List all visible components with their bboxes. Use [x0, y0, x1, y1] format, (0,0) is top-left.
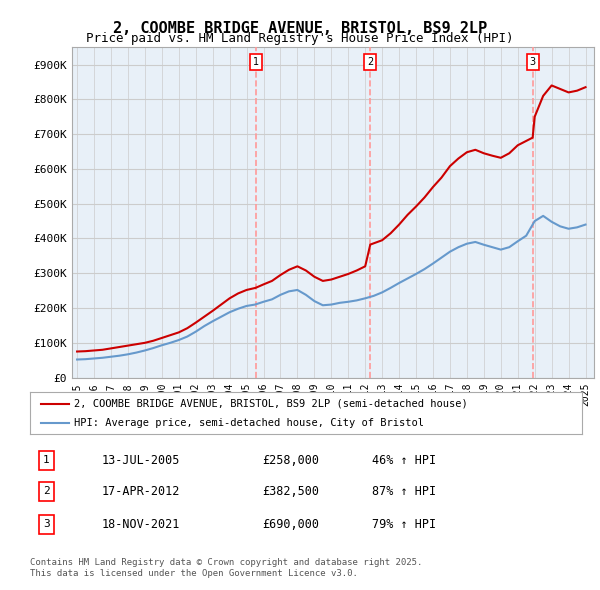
Text: 3: 3: [530, 57, 536, 67]
Text: 79% ↑ HPI: 79% ↑ HPI: [372, 517, 436, 531]
Text: 2: 2: [43, 486, 50, 496]
Text: HPI: Average price, semi-detached house, City of Bristol: HPI: Average price, semi-detached house,…: [74, 418, 424, 428]
Text: 1: 1: [43, 455, 50, 465]
Text: 18-NOV-2021: 18-NOV-2021: [102, 517, 180, 531]
Text: This data is licensed under the Open Government Licence v3.0.: This data is licensed under the Open Gov…: [30, 569, 358, 578]
Text: 87% ↑ HPI: 87% ↑ HPI: [372, 484, 436, 498]
Text: Contains HM Land Registry data © Crown copyright and database right 2025.: Contains HM Land Registry data © Crown c…: [30, 558, 422, 566]
Text: 2: 2: [367, 57, 373, 67]
Text: 3: 3: [43, 519, 50, 529]
Text: £258,000: £258,000: [262, 454, 319, 467]
Text: Price paid vs. HM Land Registry's House Price Index (HPI): Price paid vs. HM Land Registry's House …: [86, 32, 514, 45]
Text: 1: 1: [253, 57, 259, 67]
Text: 17-APR-2012: 17-APR-2012: [102, 484, 180, 498]
Text: 2, COOMBE BRIDGE AVENUE, BRISTOL, BS9 2LP (semi-detached house): 2, COOMBE BRIDGE AVENUE, BRISTOL, BS9 2L…: [74, 399, 468, 409]
Text: 2, COOMBE BRIDGE AVENUE, BRISTOL, BS9 2LP: 2, COOMBE BRIDGE AVENUE, BRISTOL, BS9 2L…: [113, 21, 487, 35]
Text: 13-JUL-2005: 13-JUL-2005: [102, 454, 180, 467]
Text: £382,500: £382,500: [262, 484, 319, 498]
Text: £690,000: £690,000: [262, 517, 319, 531]
Text: 46% ↑ HPI: 46% ↑ HPI: [372, 454, 436, 467]
